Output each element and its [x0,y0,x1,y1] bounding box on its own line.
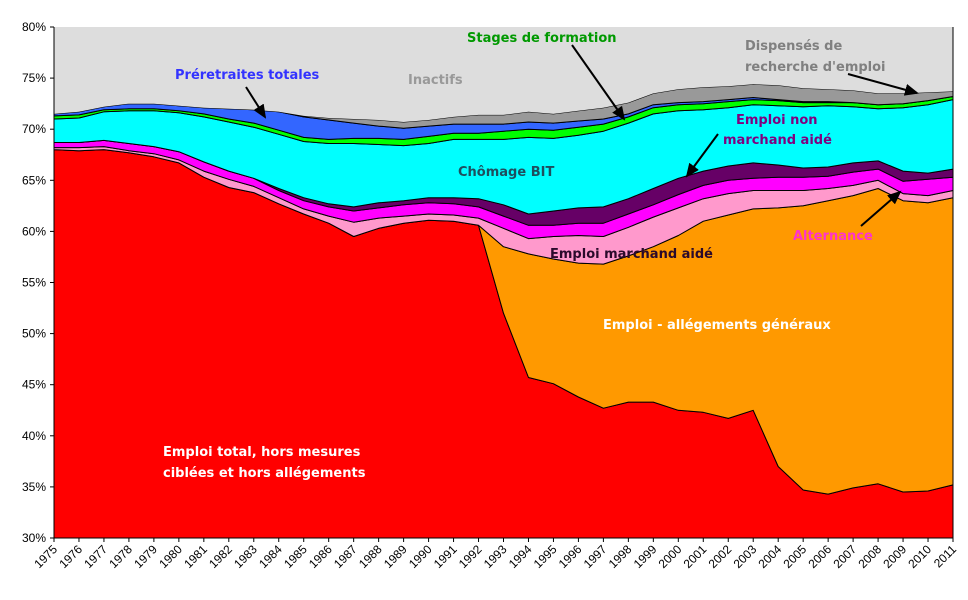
label-emploi-total-2: ciblées et hors allégements [163,466,366,481]
arrow-preretraites [245,86,267,119]
x-tick-label: 1976 [56,542,85,571]
x-tick-label: 1987 [331,542,360,571]
x-tick-label: 1981 [181,542,210,571]
x-tick-label: 1982 [206,542,235,571]
arrow-alternance [860,190,902,227]
label-dispenses-2: recherche d'emploi [745,60,886,75]
x-tick-label: 1994 [506,542,535,571]
x-tick-label: 2003 [731,542,760,571]
x-tick-label: 1996 [556,542,585,571]
label-non-marchand-1: Emploi non [736,113,818,128]
y-tick-label: 40% [22,429,46,443]
x-tick-label: 1983 [231,542,260,571]
x-tick-label: 2001 [681,542,710,571]
x-tick-label: 1997 [581,542,610,571]
x-tick-label: 2004 [756,542,785,571]
x-tick-label: 1998 [606,542,635,571]
label-inactifs: Inactifs [408,73,463,88]
x-ticks: 1975197619771978197919801981198219831984… [31,538,959,571]
x-tick-label: 1992 [456,542,485,571]
x-tick-label: 1999 [631,542,660,571]
y-tick-label: 35% [22,480,46,494]
x-tick-label: 1978 [106,542,135,571]
label-stages: Stages de formation [467,31,617,46]
x-tick-label: 2010 [905,542,934,571]
label-alternance: Alternance [793,229,873,244]
x-tick-label: 1980 [156,542,185,571]
area-inactifs [54,27,953,122]
x-tick-label: 1993 [481,542,510,571]
y-tick-label: 80% [22,20,46,34]
y-tick-label: 60% [22,224,46,238]
label-allegements: Emploi - allégements généraux [603,318,831,333]
x-tick-label: 2008 [855,542,884,571]
arrow-stages [571,44,626,121]
annotation-arrows [245,44,919,227]
y-tick-label: 75% [22,71,46,85]
x-tick-label: 2009 [880,542,909,571]
x-tick-label: 1990 [406,542,435,571]
label-chomage: Chômage BIT [458,165,554,180]
x-tick-label: 1977 [81,542,110,571]
arrow-dispenses [847,73,919,96]
label-preretraites: Préretraites totales [175,68,320,83]
x-tick-label: 2011 [931,542,959,570]
x-tick-label: 2002 [706,542,735,571]
y-tick-label: 50% [22,327,46,341]
label-dispenses-1: Dispensés de [745,39,842,54]
y-tick-label: 70% [22,122,46,136]
label-non-marchand-2: marchand aidé [723,133,832,148]
x-tick-label: 1986 [306,542,335,571]
x-tick-label: 2006 [805,542,834,571]
y-tick-label: 45% [22,378,46,392]
y-tick-label: 55% [22,276,46,290]
y-tick-label: 65% [22,173,46,187]
x-tick-label: 1979 [131,542,160,571]
y-tick-label: 30% [22,531,46,545]
x-tick-label: 1995 [531,542,560,571]
annotation-labels: Préretraites totales Inactifs Stages de … [163,31,886,481]
y-ticks: 30% 35% 40% 45% 50% 55% 60% 65% 70% 75% 80% [22,20,54,545]
x-tick-label: 1988 [356,542,385,571]
x-tick-label: 1985 [281,542,310,571]
label-emploi-total-1: Emploi total, hors mesures [163,445,361,460]
x-tick-label: 1989 [381,542,410,571]
x-tick-label: 2005 [781,542,810,571]
label-emploi-marchand: Emploi marchand aidé [550,247,713,262]
x-tick-label: 2000 [656,542,685,571]
x-tick-label: 1975 [31,542,60,571]
x-tick-label: 2007 [830,542,859,571]
area-layers [53,27,954,539]
x-tick-label: 1984 [256,542,285,571]
arrow-emploi-non-marchand [685,133,719,178]
x-tick-label: 1991 [431,542,460,571]
